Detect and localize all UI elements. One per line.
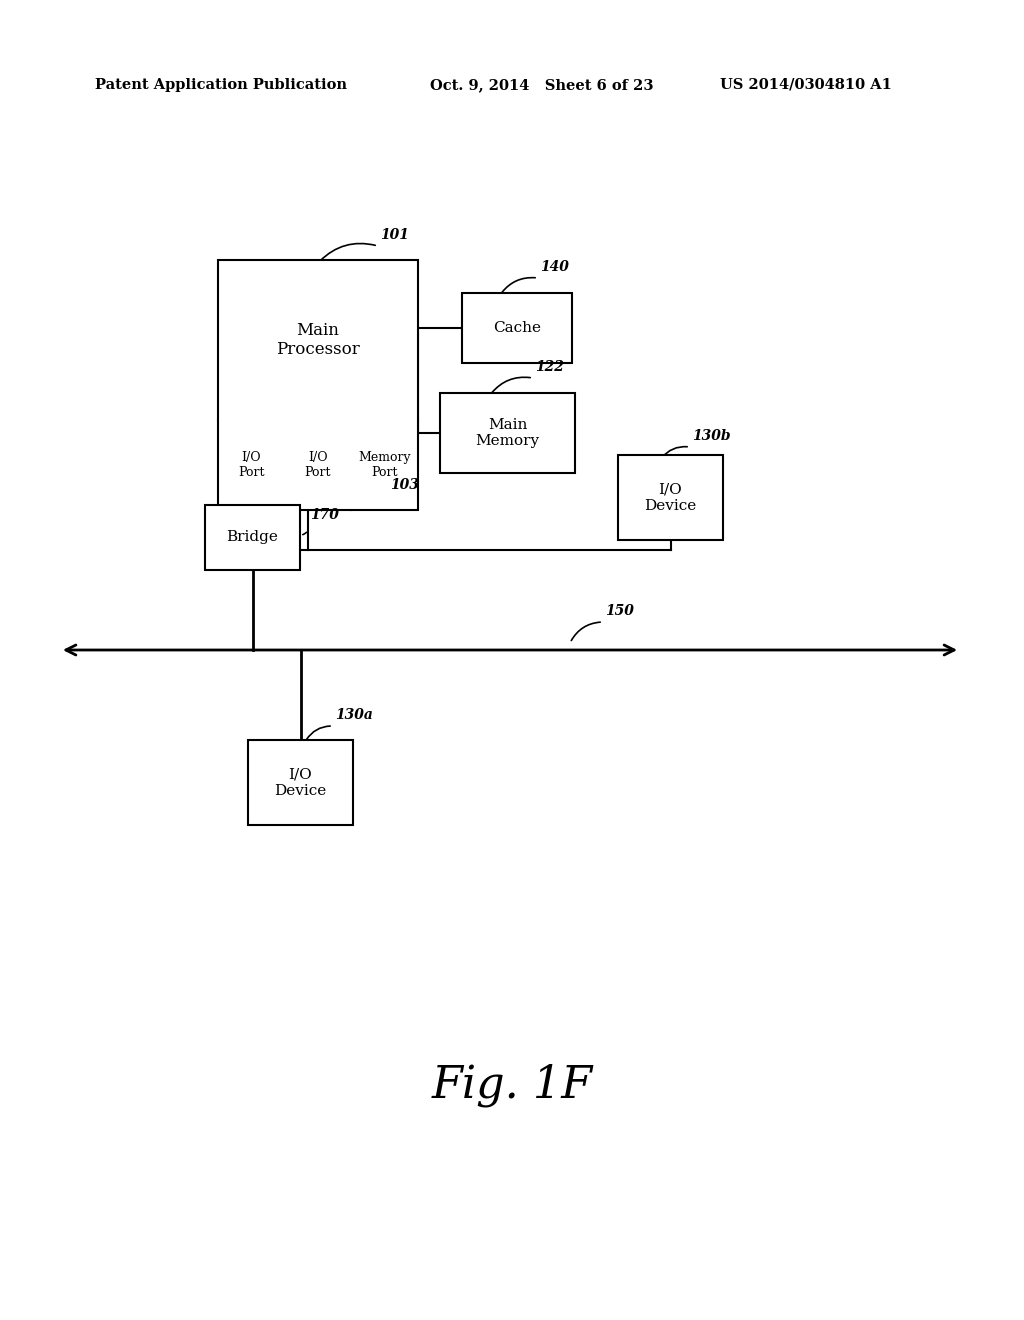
Bar bbox=[218, 260, 418, 510]
Text: Patent Application Publication: Patent Application Publication bbox=[95, 78, 347, 92]
Text: 150: 150 bbox=[605, 605, 634, 618]
Text: Oct. 9, 2014   Sheet 6 of 23: Oct. 9, 2014 Sheet 6 of 23 bbox=[430, 78, 653, 92]
Text: I/O
Device: I/O Device bbox=[274, 767, 327, 797]
Text: I/O
Port: I/O Port bbox=[239, 451, 264, 479]
Text: 170: 170 bbox=[310, 508, 339, 521]
Text: Memory
Port: Memory Port bbox=[358, 451, 411, 479]
Text: 101: 101 bbox=[380, 228, 409, 242]
Text: Fig. 1F: Fig. 1F bbox=[431, 1063, 593, 1106]
Text: 122: 122 bbox=[535, 360, 564, 374]
Text: 103: 103 bbox=[390, 478, 419, 492]
Text: Main
Processor: Main Processor bbox=[276, 322, 359, 358]
Text: 130a: 130a bbox=[335, 708, 373, 722]
Bar bbox=[462, 293, 572, 363]
Bar bbox=[205, 506, 300, 570]
Text: Main
Memory: Main Memory bbox=[475, 418, 540, 447]
Bar bbox=[618, 455, 723, 540]
Text: I/O
Port: I/O Port bbox=[305, 451, 331, 479]
Text: Bridge: Bridge bbox=[226, 531, 279, 544]
Text: 130b: 130b bbox=[692, 429, 731, 444]
Bar bbox=[248, 741, 353, 825]
Text: I/O
Device: I/O Device bbox=[644, 482, 696, 512]
Text: Cache: Cache bbox=[493, 321, 541, 335]
Text: 140: 140 bbox=[540, 260, 569, 275]
Bar bbox=[440, 393, 575, 473]
Text: US 2014/0304810 A1: US 2014/0304810 A1 bbox=[720, 78, 892, 92]
